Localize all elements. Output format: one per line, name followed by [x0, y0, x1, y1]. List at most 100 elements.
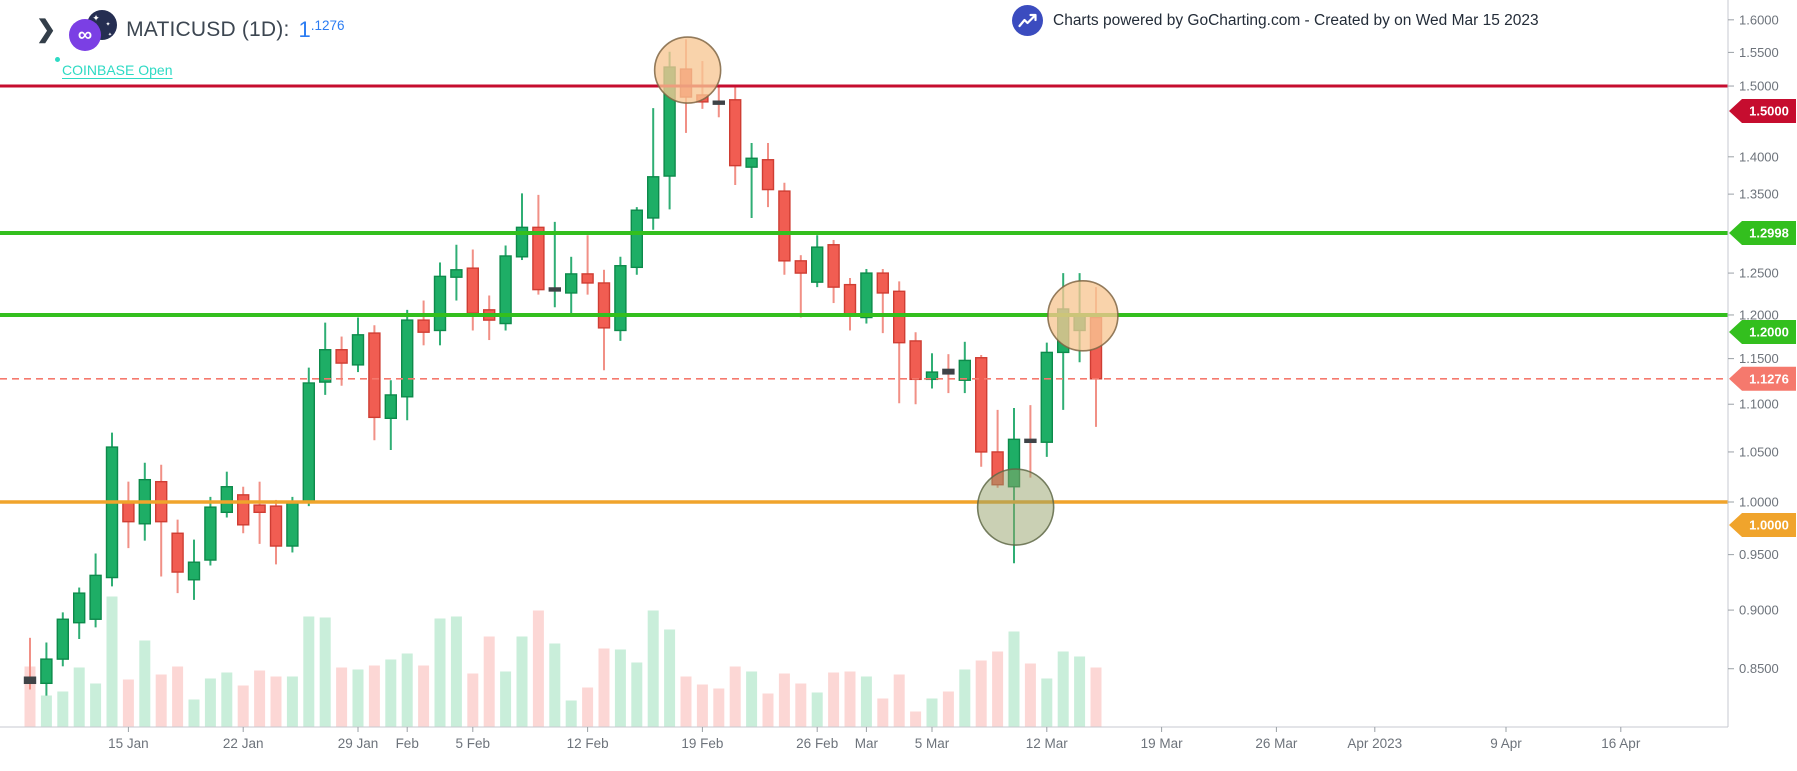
volume-bar — [286, 676, 298, 727]
volume-bar — [860, 676, 872, 727]
price-badge-1.0000[interactable]: 1.0000 — [1729, 513, 1796, 537]
volume-bar — [614, 649, 626, 727]
candle-body — [433, 275, 447, 332]
price-badge-label: 1.0000 — [1749, 518, 1789, 533]
volume-bar — [172, 666, 184, 727]
candle-body — [466, 267, 479, 314]
candle — [581, 235, 594, 295]
volume-bars — [24, 596, 1102, 727]
candle — [827, 239, 840, 304]
candle — [548, 221, 561, 308]
volume-bar — [106, 596, 118, 727]
candle-body — [712, 100, 725, 105]
volume-bar — [565, 700, 577, 727]
price-tick-label: 0.9000 — [1739, 603, 1779, 618]
candle — [712, 86, 725, 118]
price-axis[interactable]: 1.6000 1.5500 1.5000 1.4000 1.3500 1.2500 1.20… — [1728, 12, 1779, 676]
chart-header: ❯ ✦ ✦ ✦ ∞ MATICUSD (1D): 1.1276 — [36, 8, 345, 52]
price-badge-1.5000[interactable]: 1.5000 — [1729, 99, 1796, 124]
candle — [368, 325, 381, 441]
candle — [72, 587, 86, 639]
volume-bar — [877, 698, 889, 727]
candle-body — [23, 676, 37, 685]
volume-bar — [73, 667, 85, 727]
time-tick-label: Mar — [855, 736, 879, 751]
candle-body — [450, 269, 463, 278]
price-badge-flag — [1729, 99, 1796, 124]
volume-bar — [139, 640, 151, 727]
candle-body — [384, 394, 397, 420]
candle-body — [269, 505, 283, 547]
candle — [811, 235, 824, 288]
candle — [40, 642, 53, 696]
candle-body — [794, 260, 807, 274]
price-badge-flag — [1729, 366, 1796, 391]
highlight-circle-annotation[interactable] — [653, 36, 722, 104]
candle-body — [204, 506, 217, 561]
candle — [630, 207, 643, 275]
gocharting-logo-icon — [1012, 5, 1043, 36]
candle-body — [335, 349, 348, 364]
volume-bar — [1041, 678, 1053, 727]
time-tick-label: 19 Feb — [681, 736, 723, 751]
candle-body — [942, 368, 955, 375]
highlight-circle-annotation[interactable] — [976, 468, 1055, 546]
price-tick-label: 0.8500 — [1739, 661, 1779, 676]
volume-bar — [598, 648, 610, 727]
time-axis[interactable]: 15 Jan 22 Jan 29 Jan Feb 5 Feb 12 Feb 19 Feb 26… — [108, 727, 1641, 751]
price-badge-1.1276[interactable]: 1.1276 — [1729, 366, 1796, 391]
candle — [204, 496, 217, 566]
svg-text:✦: ✦ — [108, 32, 112, 38]
volume-bar — [401, 653, 413, 727]
price-badge-label: 1.2998 — [1749, 225, 1789, 240]
candle-body — [171, 532, 184, 573]
price-tick-label: 1.1500 — [1739, 351, 1779, 366]
volume-bar — [352, 669, 364, 727]
time-tick-label: 29 Jan — [338, 736, 379, 751]
candle-body — [56, 618, 69, 660]
volume-bar — [828, 672, 840, 727]
candle-body — [187, 561, 201, 581]
candle-body — [89, 574, 102, 620]
price-badge-1.2000[interactable]: 1.2000 — [1729, 319, 1796, 344]
attribution-text[interactable]: Charts powered by GoCharting.com - Creat… — [1053, 11, 1539, 29]
volume-bar — [647, 610, 659, 727]
volume-bar — [778, 673, 790, 727]
candle — [401, 309, 414, 421]
candle — [876, 268, 889, 334]
price-badge-1.2998[interactable]: 1.2998 — [1729, 220, 1796, 245]
volume-bar — [942, 691, 954, 727]
candle-body — [351, 334, 365, 366]
candle — [269, 499, 283, 565]
candle-body — [565, 273, 578, 294]
candle-body — [105, 446, 119, 579]
time-tick-label: 12 Mar — [1026, 736, 1069, 751]
candle — [745, 142, 758, 218]
collapse-chevron-icon[interactable]: ❯ — [36, 16, 57, 43]
candle-body — [876, 272, 889, 294]
volume-bar — [516, 636, 528, 727]
volume-bar — [959, 669, 971, 727]
volume-bar — [992, 651, 1004, 727]
symbol-title: MATICUSD (1D): — [126, 18, 290, 41]
candle — [154, 464, 168, 577]
candle — [384, 380, 397, 450]
candle-body — [860, 272, 873, 319]
volume-bar — [762, 693, 774, 727]
candle-body — [1024, 438, 1037, 444]
volume-bar — [467, 673, 479, 727]
candle-body — [236, 494, 250, 526]
volume-bar — [1074, 656, 1086, 727]
candle — [1040, 342, 1054, 457]
candle — [335, 336, 348, 386]
candle — [302, 367, 315, 507]
volume-bar — [57, 691, 69, 727]
attribution-bar: Charts powered by GoCharting.com - Creat… — [1012, 5, 1539, 36]
time-tick-label: 12 Feb — [567, 736, 609, 751]
volume-bar — [680, 676, 692, 727]
candle — [614, 256, 627, 341]
volume-bar — [795, 683, 807, 727]
highlight-circle-annotation[interactable] — [1047, 280, 1119, 352]
